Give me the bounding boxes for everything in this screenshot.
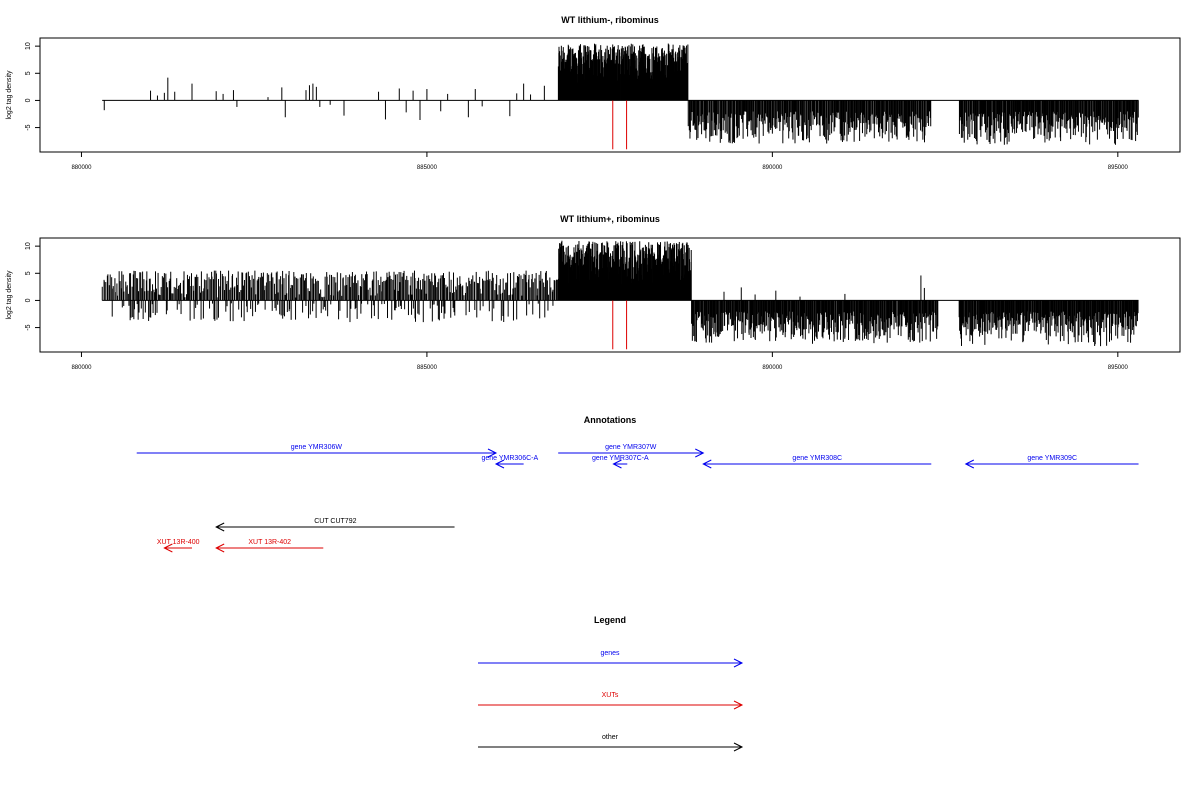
feature-label: gene YMR309C (1027, 455, 1077, 462)
plot-frame (39, 237, 1181, 353)
panel-title: WT lithium-, ribominus (561, 15, 659, 25)
arrowhead (964, 459, 975, 469)
arrowhead (702, 459, 712, 469)
legend-items: genes XUTs other (478, 650, 744, 752)
y-tick-label: 0 (25, 298, 32, 302)
feature-label: gene YMR308C (792, 455, 842, 462)
legend-label: XUTs (602, 692, 619, 699)
arrowhead (215, 543, 225, 553)
y-axis-label: log2 tag density (6, 270, 13, 320)
annotations-title: Annotations (584, 415, 637, 425)
annotation-feature: gene YMR309C (964, 455, 1139, 469)
feature-label: XUT 13R-400 (157, 539, 200, 546)
annotation-feature: gene YMR308C (702, 455, 932, 469)
y-tick-label: 5 (25, 71, 32, 75)
y-axis-label: log2 tag density (6, 70, 13, 120)
data-marks (101, 240, 1139, 350)
axis-ticks: 880000 885000 890000 895000 -5 0 5 10 (25, 42, 1128, 171)
x-tick-label: 885000 (417, 365, 438, 371)
arrowhead (494, 459, 505, 469)
feature-label: gene YMR306W (291, 444, 343, 451)
annotation-features: gene YMR306W gene YMR306C-A gene YMR307W ge… (136, 444, 1139, 553)
arrowhead (695, 448, 705, 458)
data-marks (102, 43, 1139, 150)
arrowhead (733, 658, 744, 668)
arrowhead (733, 742, 744, 752)
arrowhead (215, 522, 225, 532)
panel-wt-lithium-minus: WT lithium-, ribominus log2 tag density … (6, 15, 1181, 171)
arrowhead (487, 448, 498, 458)
y-tick-label: 5 (25, 271, 32, 275)
annotation-feature: gene YMR307W (558, 444, 705, 458)
annotation-feature: XUT 13R-402 (215, 539, 324, 553)
legend: Legend genes XUTs other (478, 615, 744, 752)
y-tick-label: 10 (25, 242, 32, 250)
x-tick-label: 890000 (762, 165, 783, 171)
panel-wt-lithium-plus: WT lithium+, ribominus log2 tag density … (6, 214, 1181, 371)
arrowhead (612, 459, 622, 469)
annotation-feature: gene YMR306W (136, 444, 498, 458)
x-tick-label: 880000 (71, 165, 92, 171)
y-tick-label: -5 (25, 124, 32, 130)
annotation-feature: XUT 13R-400 (157, 539, 200, 553)
arrowhead (163, 543, 173, 553)
feature-label: gene YMR306C-A (481, 455, 538, 462)
feature-label: gene YMR307C-A (592, 455, 649, 462)
x-tick-label: 880000 (71, 365, 92, 371)
legend-item: other (478, 734, 744, 752)
x-tick-label: 895000 (1108, 165, 1129, 171)
feature-label: gene YMR307W (605, 444, 657, 451)
feature-label: XUT 13R-402 (248, 539, 291, 546)
legend-item: XUTs (478, 692, 744, 710)
annotation-feature: gene YMR307C-A (592, 455, 649, 469)
annotation-feature: gene YMR306C-A (481, 455, 538, 469)
arrowhead (733, 700, 744, 710)
feature-label: CUT CUT792 (314, 518, 356, 525)
plot-frame (39, 37, 1181, 153)
x-tick-label: 890000 (762, 365, 783, 371)
y-tick-label: 10 (25, 42, 32, 50)
x-tick-label: 895000 (1108, 365, 1129, 371)
annotation-feature: CUT CUT792 (215, 518, 455, 532)
legend-title: Legend (594, 615, 626, 625)
y-tick-label: 0 (25, 98, 32, 102)
legend-item: genes (478, 650, 744, 668)
x-tick-label: 885000 (417, 165, 438, 171)
legend-label: genes (600, 650, 620, 657)
panel-title: WT lithium+, ribominus (560, 214, 660, 224)
y-tick-label: -5 (25, 324, 32, 330)
legend-label: other (602, 734, 619, 741)
axis-ticks: 880000 885000 890000 895000 -5 0 5 10 (25, 242, 1128, 371)
